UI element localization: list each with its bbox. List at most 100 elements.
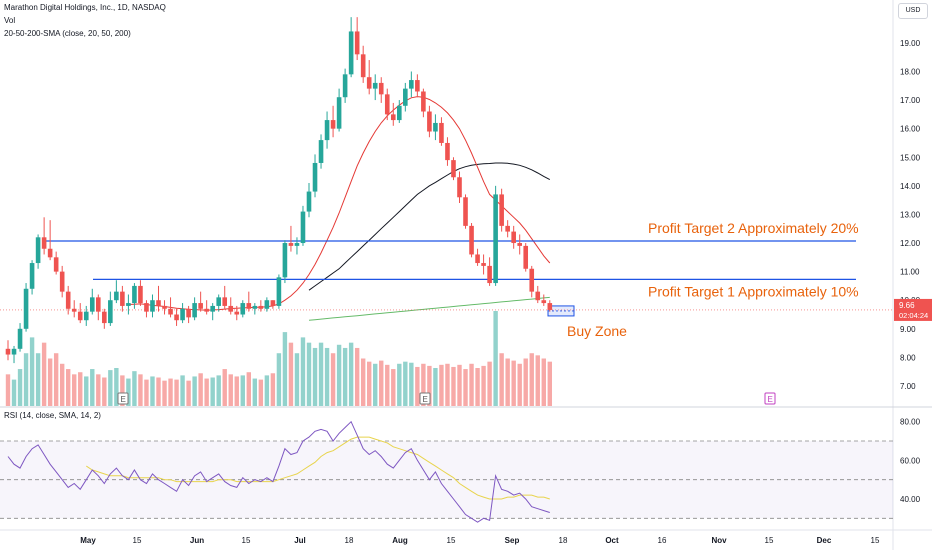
volume-bar (547, 361, 552, 406)
rsi-tick-label: 40.00 (900, 495, 921, 504)
volume-bar (96, 374, 101, 406)
candle-body (457, 177, 462, 198)
candle-body (481, 263, 486, 266)
volume-bar (330, 353, 336, 406)
candle-body (186, 308, 191, 318)
earnings-marker-label: E (768, 395, 773, 404)
time-tick-label: 18 (559, 536, 568, 545)
candle-body (138, 285, 143, 304)
volume-bar (252, 378, 258, 406)
sma200-line (308, 296, 550, 321)
candle-body (397, 105, 402, 121)
volume-bar (475, 368, 480, 406)
volume-legend: Vol (4, 16, 16, 25)
candle-body (306, 191, 312, 212)
buy-zone-label: Buy Zone (567, 323, 627, 339)
candle-body (258, 305, 264, 309)
volume-bar (354, 347, 360, 406)
volume-bar (463, 369, 468, 406)
price-tick-label: 18.00 (900, 67, 921, 76)
candle-body (270, 300, 276, 306)
rsi-ma-line (86, 436, 550, 500)
candle-body (35, 237, 41, 264)
candle-body (180, 308, 185, 321)
volume-bar (216, 375, 221, 406)
earnings-marker (764, 392, 776, 405)
time-tick-label: Sep (505, 536, 520, 545)
candle-body (53, 257, 59, 272)
volume-bar (240, 375, 245, 406)
volume-bar (469, 363, 474, 406)
candle-body (204, 308, 209, 312)
candle-body (547, 303, 553, 310)
volume-bar (457, 364, 462, 406)
volume-bar (499, 353, 504, 406)
candle-body (499, 194, 504, 226)
volume-bar (373, 363, 378, 406)
time-tick-label: Aug (392, 536, 408, 545)
currency-button[interactable]: USD (898, 3, 928, 19)
time-tick-label: 16 (658, 536, 667, 545)
candle-body (228, 305, 234, 312)
candle-body (162, 305, 167, 309)
volume-bar (294, 353, 300, 406)
candle-body (192, 303, 197, 318)
time-tick-label: 15 (871, 536, 880, 545)
price-tick-label: 9.00 (900, 325, 916, 334)
volume-bar (5, 374, 11, 406)
candle-body (144, 303, 149, 312)
volume-bar (427, 365, 432, 406)
volume-bar (288, 342, 294, 406)
last-price-tag (894, 298, 932, 321)
candle-body (29, 263, 35, 289)
volume-bar (53, 353, 59, 406)
candle-body (366, 77, 372, 89)
earnings-marker (117, 392, 129, 405)
time-tick-label: May (80, 536, 96, 545)
last-price-label: 9.66 (899, 301, 915, 310)
sma-legend: 20-50-200-SMA (close, 20, 50, 200) (4, 29, 131, 38)
candle-body (41, 237, 47, 249)
candle-body (415, 80, 420, 92)
volume-bar (132, 371, 137, 406)
volume-bar (66, 369, 71, 406)
volume-bar (493, 311, 498, 406)
volume-bar (276, 353, 282, 406)
volume-bar (541, 358, 546, 406)
candle-body (390, 114, 396, 121)
volume-bar (511, 360, 516, 406)
candle-body (493, 194, 498, 284)
candle-body (59, 271, 65, 292)
time-tick-label: 15 (447, 536, 456, 545)
candle-body (403, 88, 408, 106)
candle-body (318, 140, 324, 163)
volume-bar (204, 378, 209, 406)
volume-bar (114, 368, 119, 406)
candle-body (354, 31, 360, 55)
price-tick-label: 7.00 (900, 382, 916, 391)
rsi-legend: RSI (14, close, SMA, 14, 2) (4, 411, 101, 420)
candle-body (120, 291, 125, 306)
time-tick-label: Jul (294, 536, 306, 545)
chart-title: Marathon Digital Holdings, Inc., 1D, NAS… (4, 3, 166, 12)
volume-bar (336, 344, 342, 406)
candle-body (360, 54, 366, 78)
price-tick-label: 16.00 (900, 125, 921, 134)
volume-bar (324, 347, 330, 406)
candle-body (156, 300, 161, 306)
volume-bar (41, 342, 47, 406)
candle-body (324, 120, 330, 141)
time-tick-label: 15 (133, 536, 142, 545)
candle-body (451, 160, 456, 178)
candle-body (252, 305, 258, 309)
volume-bar (29, 337, 35, 406)
candle-body (11, 348, 17, 355)
candle-body (439, 122, 444, 143)
time-tick-label: 18 (345, 536, 354, 545)
price-tick-label: 8.00 (900, 353, 916, 362)
volume-bar (162, 380, 167, 406)
time-tick-label: Dec (817, 536, 832, 545)
candle-body (372, 82, 378, 89)
candle-body (65, 291, 71, 309)
